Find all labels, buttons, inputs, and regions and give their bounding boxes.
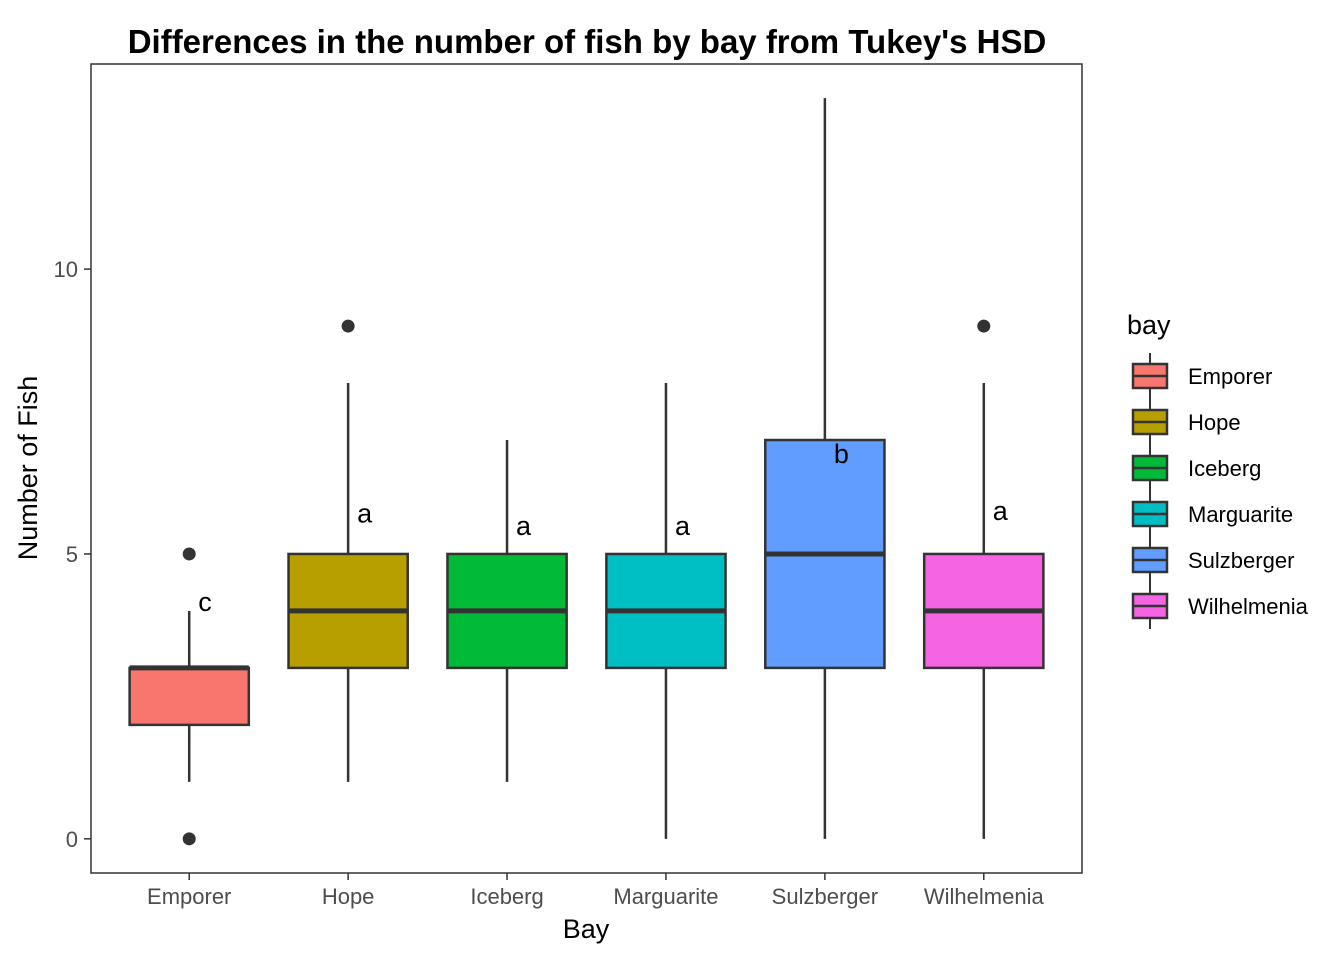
y-axis-title: Number of Fish bbox=[13, 376, 43, 561]
x-tick-label: Marguarite bbox=[613, 884, 718, 909]
legend-item-sulzberger: Sulzberger bbox=[1131, 537, 1294, 583]
x-tick-label: Sulzberger bbox=[772, 884, 878, 909]
legend-label: Wilhelmenia bbox=[1188, 594, 1309, 619]
legend-item-hope: Hope bbox=[1131, 399, 1241, 445]
legend-label: Sulzberger bbox=[1188, 548, 1294, 573]
significance-letter: a bbox=[516, 511, 532, 541]
legend-item-wilhelmenia: Wilhelmenia bbox=[1131, 583, 1309, 629]
significance-letter: a bbox=[993, 496, 1009, 526]
legend-item-marguarite: Marguarite bbox=[1131, 491, 1293, 537]
significance-letter: a bbox=[675, 511, 691, 541]
box-iqr bbox=[128, 666, 251, 727]
legend-item-iceberg: Iceberg bbox=[1131, 445, 1261, 491]
significance-letter: c bbox=[198, 587, 212, 617]
x-tick-label: Hope bbox=[322, 884, 375, 909]
legend-label: Hope bbox=[1188, 410, 1241, 435]
y-tick-label: 10 bbox=[54, 257, 78, 282]
box-sulzberger: b bbox=[764, 98, 886, 839]
legend-item-emporer: Emporer bbox=[1131, 353, 1272, 399]
box-hope: a bbox=[287, 319, 409, 782]
x-tick-label: Wilhelmenia bbox=[924, 884, 1045, 909]
significance-letter: a bbox=[357, 499, 373, 529]
chart-title: Differences in the number of fish by bay… bbox=[128, 23, 1047, 60]
legend: bay Emporer Hope Iceberg Marguarite Sulzberg… bbox=[1127, 310, 1309, 629]
significance-letter: b bbox=[834, 439, 849, 469]
x-tick-label: Emporer bbox=[147, 884, 231, 909]
legend-label: Iceberg bbox=[1188, 456, 1261, 481]
x-tick-label: Iceberg bbox=[470, 884, 543, 909]
outlier-point bbox=[341, 319, 355, 333]
outlier-point bbox=[977, 319, 991, 333]
box-wilhelmenia: a bbox=[922, 319, 1045, 839]
box-iceberg: a bbox=[446, 440, 568, 782]
legend-label: Marguarite bbox=[1188, 502, 1293, 527]
box-marguarite: a bbox=[605, 383, 727, 839]
x-axis-title: Bay bbox=[563, 914, 610, 944]
legend-title: bay bbox=[1127, 310, 1171, 340]
panel-border bbox=[90, 63, 1083, 874]
y-tick-label: 0 bbox=[66, 827, 78, 852]
outlier-point bbox=[182, 832, 196, 846]
plot-area: 0 5 10 Emporer c Hope a Iceberg a Marguarite a Sulz… bbox=[54, 63, 1083, 909]
box-emporer: c bbox=[128, 547, 251, 846]
legend-label: Emporer bbox=[1188, 364, 1272, 389]
y-tick-label: 5 bbox=[66, 542, 78, 567]
outlier-point bbox=[182, 547, 196, 561]
